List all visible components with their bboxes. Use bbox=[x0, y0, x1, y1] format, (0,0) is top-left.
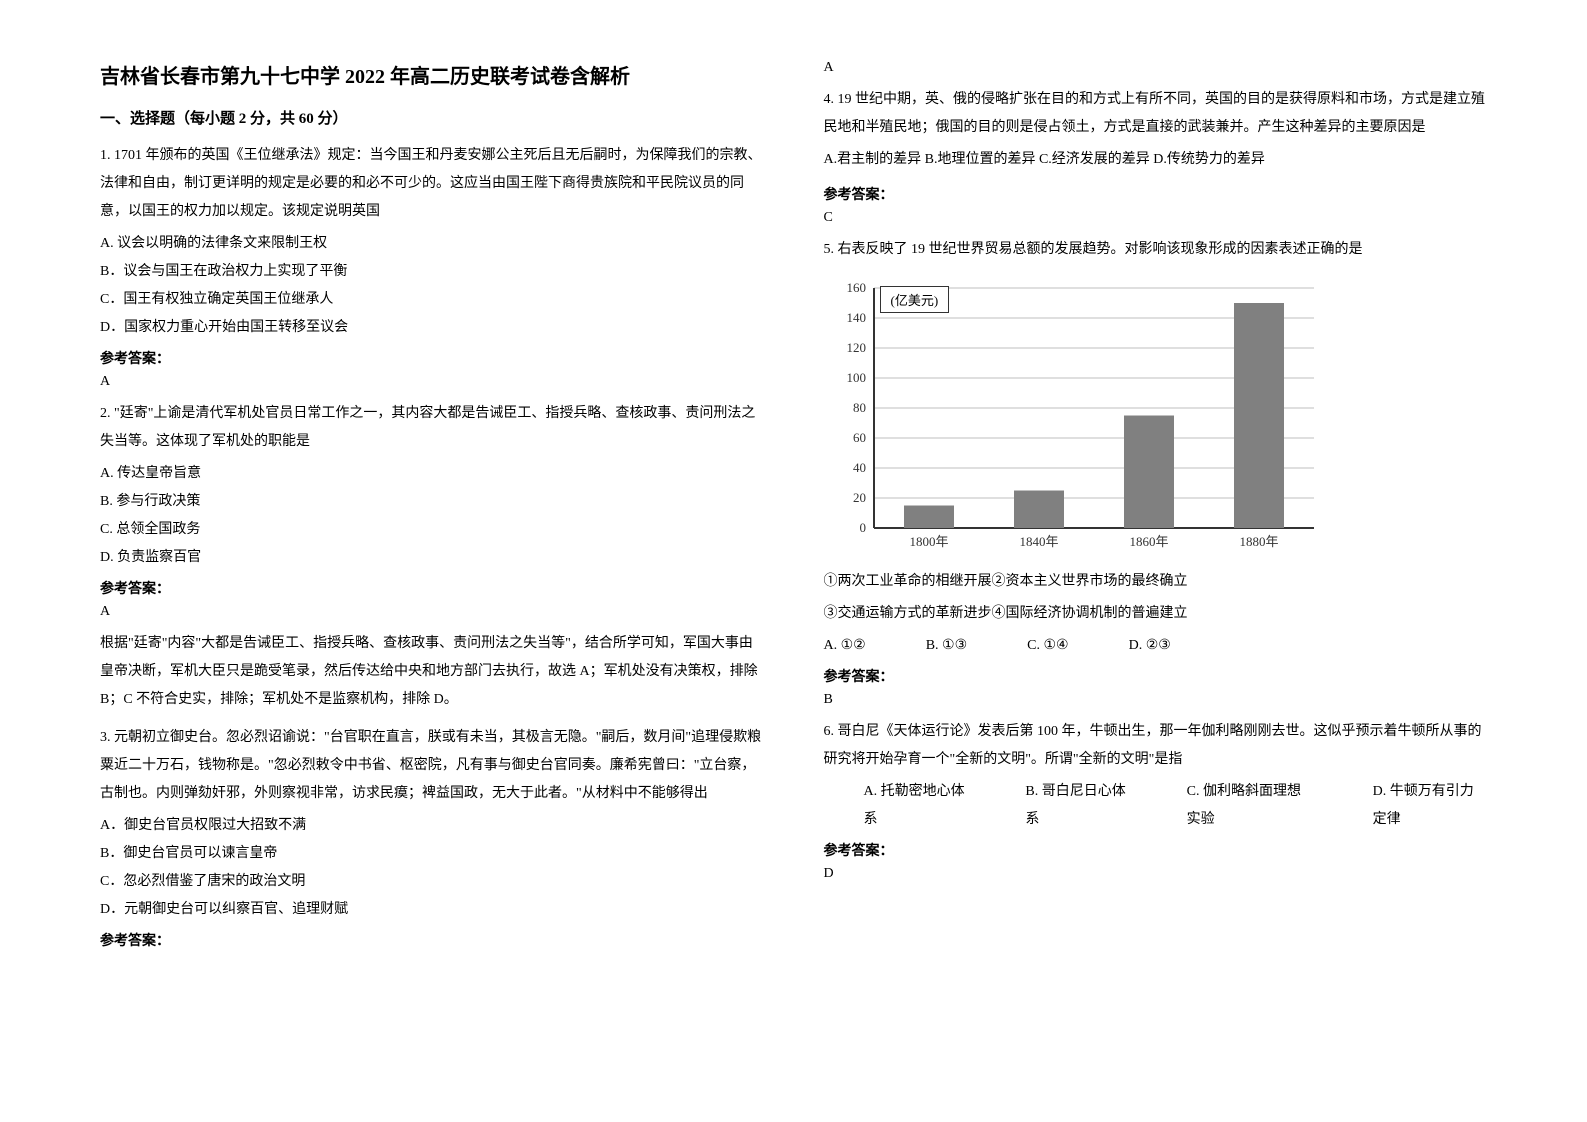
q5-opt-b: B. ①③ bbox=[926, 632, 967, 660]
q2-opt-d: D. 负责监察百官 bbox=[100, 544, 764, 572]
q2-opt-c: C. 总领全国政务 bbox=[100, 516, 764, 544]
q5-sub1: ①两次工业革命的相继开展②资本主义世界市场的最终确立 bbox=[824, 568, 1488, 596]
q5-sub2: ③交通运输方式的革新进步④国际经济协调机制的普遍建立 bbox=[824, 600, 1488, 628]
svg-text:100: 100 bbox=[846, 370, 866, 385]
bar-chart-svg: 0 20 40 60 80 100 120 140 160 1800年 1840年 1860年 1880… bbox=[824, 278, 1324, 558]
q3-text: 3. 元朝初立御史台。忽必烈诏谕说："台官职在直言，朕或有未当，其极言无隐。"嗣… bbox=[100, 724, 764, 808]
q5-opt-d: D. ②③ bbox=[1129, 632, 1171, 660]
q4-text: 4. 19 世纪中期，英、俄的侵略扩张在目的和方式上有所不同，英国的目的是获得原… bbox=[824, 86, 1488, 142]
svg-text:40: 40 bbox=[853, 460, 866, 475]
q3-opt-b: B．御史台官员可以谏言皇帝 bbox=[100, 840, 764, 868]
q4-answer: C bbox=[824, 210, 1488, 226]
svg-text:1800年: 1800年 bbox=[909, 534, 948, 549]
q1-opt-c: C．国王有权独立确定英国王位继承人 bbox=[100, 286, 764, 314]
q5-options-row: A. ①② B. ①③ C. ①④ D. ②③ bbox=[824, 632, 1488, 660]
q6-opt-d: D. 牛顿万有引力定律 bbox=[1373, 778, 1487, 834]
svg-text:1860年: 1860年 bbox=[1129, 534, 1168, 549]
q5-opt-a: A. ①② bbox=[824, 632, 866, 660]
q3-answer: A bbox=[824, 60, 1488, 76]
q6-opt-c: C. 伽利略斜面理想实验 bbox=[1187, 778, 1313, 834]
answer-label: 参考答案： bbox=[824, 184, 1488, 204]
section-header: 一、选择题（每小题 2 分，共 60 分） bbox=[100, 107, 764, 128]
svg-text:1840年: 1840年 bbox=[1019, 534, 1058, 549]
q3-opt-c: C．忽必烈借鉴了唐宋的政治文明 bbox=[100, 868, 764, 896]
q6-opt-b: B. 哥白尼日心体系 bbox=[1025, 778, 1126, 834]
answer-label: 参考答案： bbox=[100, 578, 764, 598]
q6-answer: D bbox=[824, 866, 1488, 882]
right-column: A 4. 19 世纪中期，英、俄的侵略扩张在目的和方式上有所不同，英国的目的是获… bbox=[824, 60, 1488, 1062]
q5-text: 5. 右表反映了 19 世纪世界贸易总额的发展趋势。对影响该现象形成的因素表述正… bbox=[824, 236, 1488, 264]
svg-text:0: 0 bbox=[859, 520, 866, 535]
svg-text:120: 120 bbox=[846, 340, 866, 355]
q6-options-row: A. 托勒密地心体系 B. 哥白尼日心体系 C. 伽利略斜面理想实验 D. 牛顿… bbox=[824, 778, 1488, 834]
svg-text:80: 80 bbox=[853, 400, 866, 415]
answer-label: 参考答案： bbox=[824, 666, 1488, 686]
q1-opt-d: D．国家权力重心开始由国王转移至议会 bbox=[100, 314, 764, 342]
q1-opt-b: B．议会与国王在政治权力上实现了平衡 bbox=[100, 258, 764, 286]
q1-opt-a: A. 议会以明确的法律条文来限制王权 bbox=[100, 230, 764, 258]
q2-explain: 根据"廷寄"内容"大都是告诫臣工、指授兵略、查核政事、责问刑法之失当等"，结合所… bbox=[100, 630, 764, 714]
trade-chart: 0 20 40 60 80 100 120 140 160 1800年 1840年 1860年 1880… bbox=[824, 278, 1324, 558]
svg-text:20: 20 bbox=[853, 490, 866, 505]
q6-opt-a: A. 托勒密地心体系 bbox=[864, 778, 966, 834]
q3-opt-a: A．御史台官员权限过大招致不满 bbox=[100, 812, 764, 840]
q5-answer: B bbox=[824, 692, 1488, 708]
q2-text: 2. "廷寄"上谕是清代军机处官员日常工作之一，其内容大都是告诫臣工、指授兵略、… bbox=[100, 400, 764, 456]
q1-text: 1. 1701 年颁布的英国《王位继承法》规定：当今国王和丹麦安娜公主死后且无后… bbox=[100, 142, 764, 226]
svg-text:160: 160 bbox=[846, 280, 866, 295]
page-title: 吉林省长春市第九十七中学 2022 年高二历史联考试卷含解析 bbox=[100, 60, 764, 89]
svg-text:1880年: 1880年 bbox=[1239, 534, 1278, 549]
q2-opt-b: B. 参与行政决策 bbox=[100, 488, 764, 516]
answer-label: 参考答案： bbox=[824, 840, 1488, 860]
q6-text: 6. 哥白尼《天体运行论》发表后第 100 年，牛顿出生，那一年伽利略刚刚去世。… bbox=[824, 718, 1488, 774]
left-column: 吉林省长春市第九十七中学 2022 年高二历史联考试卷含解析 一、选择题（每小题… bbox=[100, 60, 764, 1062]
svg-text:140: 140 bbox=[846, 310, 866, 325]
chart-legend: (亿美元) bbox=[880, 286, 950, 313]
svg-text:60: 60 bbox=[853, 430, 866, 445]
q4-options: A.君主制的差异 B.地理位置的差异 C.经济发展的差异 D.传统势力的差异 bbox=[824, 146, 1488, 174]
q1-answer: A bbox=[100, 374, 764, 390]
answer-label: 参考答案： bbox=[100, 930, 764, 950]
q2-answer: A bbox=[100, 604, 764, 620]
q5-opt-c: C. ①④ bbox=[1027, 632, 1068, 660]
q3-opt-d: D．元朝御史台可以纠察百官、追理财赋 bbox=[100, 896, 764, 924]
q2-opt-a: A. 传达皇帝旨意 bbox=[100, 460, 764, 488]
answer-label: 参考答案： bbox=[100, 348, 764, 368]
